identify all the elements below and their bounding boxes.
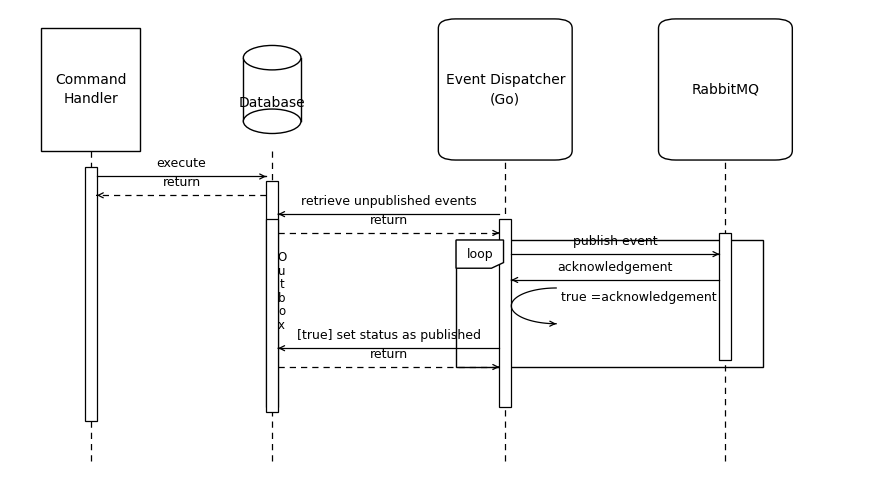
Bar (456, 240, 763, 367)
Polygon shape (456, 240, 504, 268)
Text: retrieve unpublished events: retrieve unpublished events (301, 195, 477, 208)
Text: true =acknowledgement: true =acknowledgement (560, 290, 716, 303)
Text: execute: execute (157, 157, 206, 170)
Text: RabbitMQ: RabbitMQ (692, 83, 759, 96)
FancyBboxPatch shape (439, 19, 572, 160)
Text: [true] set status as published: [true] set status as published (297, 329, 481, 342)
FancyBboxPatch shape (658, 19, 792, 160)
Ellipse shape (243, 46, 301, 70)
Bar (720, 233, 731, 360)
Bar (500, 219, 511, 407)
Text: return: return (162, 176, 201, 189)
Text: loop: loop (466, 248, 493, 261)
Bar (243, 58, 301, 121)
Bar (266, 181, 278, 407)
Text: Database: Database (239, 96, 306, 110)
Bar (41, 28, 140, 151)
Text: publish event: publish event (573, 235, 657, 248)
Text: Event Dispatcher
(Go): Event Dispatcher (Go) (446, 73, 565, 106)
Text: Command
Handler: Command Handler (56, 73, 127, 106)
Text: return: return (370, 214, 408, 227)
Bar (266, 219, 278, 412)
Text: acknowledgement: acknowledgement (558, 261, 673, 274)
Text: return: return (370, 348, 408, 361)
Ellipse shape (243, 109, 301, 133)
Text: O
u
t
b
o
x: O u t b o x (277, 252, 286, 332)
Bar (85, 167, 97, 421)
